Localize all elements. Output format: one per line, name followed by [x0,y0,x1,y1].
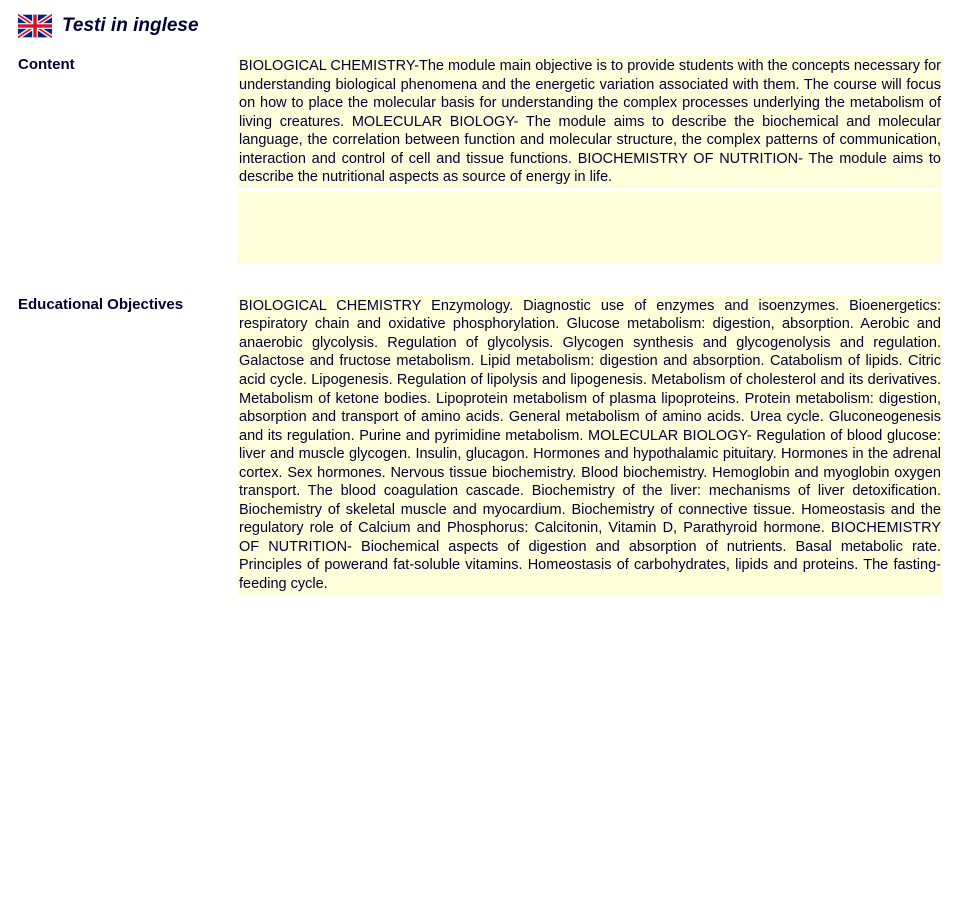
content-text: BIOLOGICAL CHEMISTRY-The module main obj… [238,56,942,188]
uk-flag-icon [18,14,52,38]
content-spacer [238,192,942,264]
objectives-row: Educational Objectives BIOLOGICAL CHEMIS… [18,296,942,595]
content-label: Content [18,56,238,73]
objectives-text: BIOLOGICAL CHEMISTRY Enzymology. Diagnos… [238,296,942,595]
objectives-label: Educational Objectives [18,296,238,313]
page-header: Testi in inglese [18,14,942,38]
content-row: Content BIOLOGICAL CHEMISTRY-The module … [18,56,942,188]
page-title: Testi in inglese [62,15,199,37]
